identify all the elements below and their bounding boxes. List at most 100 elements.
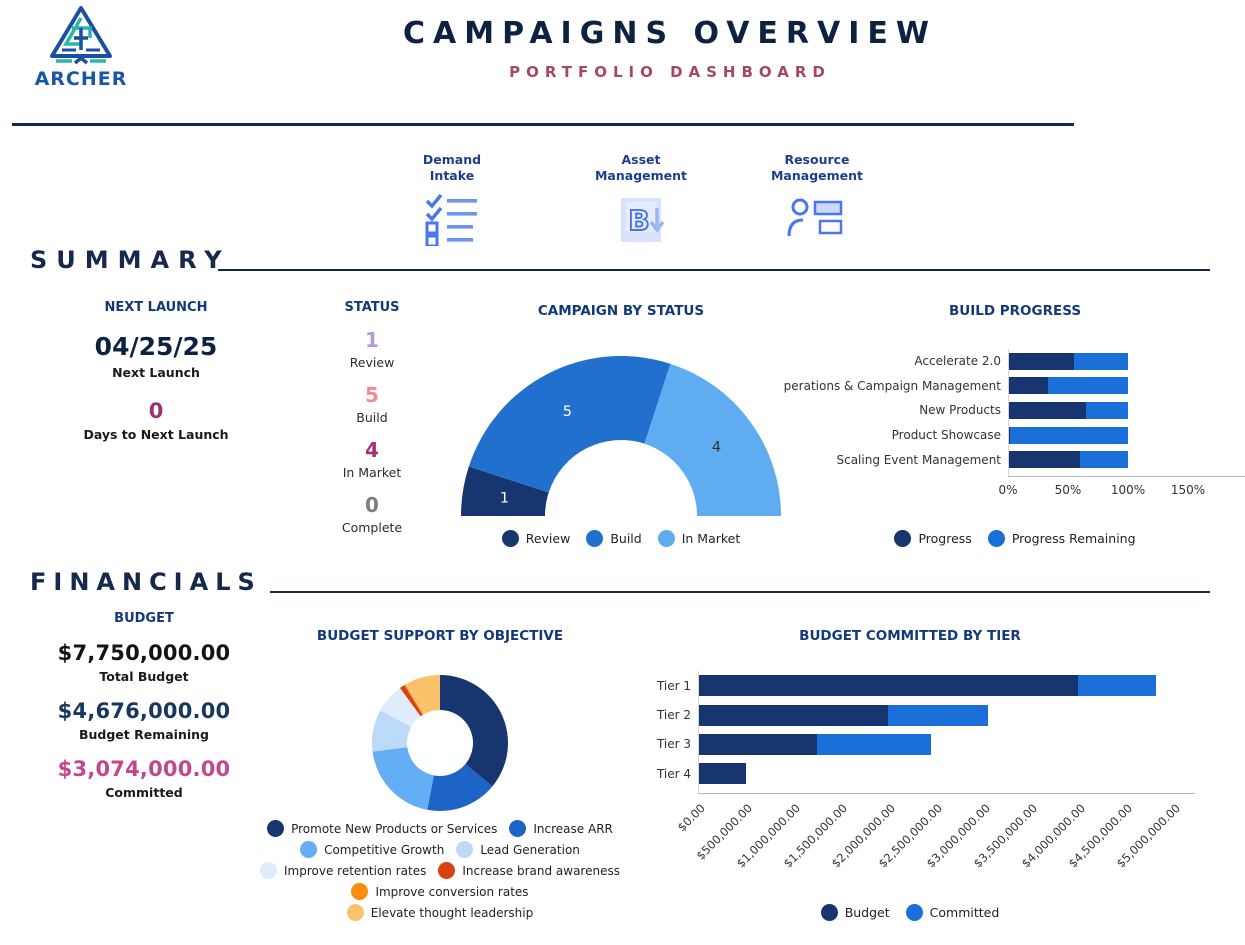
donut-slice[interactable]: In Market: 4 [644, 363, 781, 516]
legend-item[interactable]: Lead Generation [456, 841, 580, 858]
bar-category-label: Accelerate 2.0 [914, 354, 1001, 369]
budget-remaining-value: $4,676,000.00 [57, 699, 231, 723]
budget-committed-by-tier-title: BUDGET COMMITTED BY TIER [799, 628, 1021, 644]
bar-row[interactable]: Tier 3 [640, 730, 1220, 759]
person-list-icon [742, 194, 892, 246]
next-launch-date: 04/25/25 [94, 332, 218, 361]
budget-support-by-objective-chart[interactable]: Promote New Products or Services: 36Incr… [370, 673, 510, 813]
legend-item[interactable]: Improve retention rates [260, 862, 426, 879]
bar-segment[interactable] [1047, 377, 1128, 395]
days-to-next-launch-label: Days to Next Launch [83, 427, 229, 442]
y-axis [698, 671, 699, 793]
bar-category-label: Product Showcase [891, 428, 1001, 443]
legend-dot [456, 841, 474, 858]
bar-row[interactable]: Tier 2 [640, 700, 1220, 729]
asset-b-download-icon: B [566, 194, 716, 246]
bar-segment[interactable] [888, 704, 989, 726]
donut-slice[interactable]: Improve retention rates: 7 [380, 687, 421, 728]
legend-item[interactable]: Committed [905, 904, 999, 921]
donut-slice[interactable]: Competitive Growth: 20 [372, 747, 434, 810]
donut-slice-label: 5 [563, 404, 572, 420]
bar-segment[interactable] [698, 763, 746, 785]
status-label: Review [349, 355, 395, 370]
bar-segment[interactable] [1010, 426, 1128, 444]
total-budget-label: Total Budget [99, 669, 189, 684]
donut-slice[interactable]: Increase brand awareness: 1.2 [400, 685, 423, 717]
bar-row[interactable]: perations & Campaign Management [712, 374, 1212, 399]
donut-slice[interactable]: Improve conversion rates: 0.3 [404, 684, 424, 715]
donut-slice[interactable]: Lead Generation: 10 [372, 710, 412, 752]
nav-demand-intake[interactable]: Demand Intake [377, 152, 527, 246]
donut-slice[interactable]: Elevate thought leadership: 8.5 [405, 675, 440, 715]
page-title: CAMPAIGNS OVERVIEW [403, 16, 937, 51]
legend-item[interactable]: Build [586, 530, 642, 547]
bar-segment[interactable] [816, 733, 931, 755]
legend-label: Build [610, 531, 642, 546]
bar-segment[interactable] [1080, 451, 1128, 469]
budget-support-by-objective-title: BUDGET SUPPORT BY OBJECTIVE [316, 628, 564, 644]
status-card: STATUS 1 Review 5 Build 4 In Market 0 Complete [292, 300, 452, 535]
bar-segment[interactable] [698, 704, 888, 726]
bar-row[interactable]: New Products [712, 398, 1212, 423]
donut-slice[interactable]: Increase ARR: 17 [427, 764, 493, 812]
x-axis [698, 792, 1195, 794]
nav-resource-management-label: Resource [784, 152, 850, 167]
donut-slice[interactable]: Promote New Products or Services: 36 [440, 675, 508, 787]
legend-dot [586, 530, 604, 547]
donut-slice[interactable]: Review: 1 [461, 466, 549, 516]
campaign-by-status-chart[interactable]: Review: 11Build: 55 In Market: 44 [456, 349, 786, 519]
legend-item[interactable]: Progress Remaining [987, 530, 1136, 547]
bar-segment[interactable] [698, 675, 1078, 697]
legend-item[interactable]: In Market [657, 530, 740, 547]
legend-item[interactable]: Promote New Products or Services [267, 820, 497, 837]
legend-item[interactable]: Budget [820, 904, 890, 921]
bar-segment[interactable] [1078, 675, 1156, 697]
legend-item[interactable]: Competitive Growth [300, 841, 444, 858]
bar-segment[interactable] [698, 733, 817, 755]
budget-committed-by-tier-chart[interactable]: Tier 1 Tier 2 Tier 3 Tier 4 $0.00 $500,000.00… [640, 671, 1220, 931]
legend-label: Competitive Growth [324, 842, 445, 857]
legend-dot [905, 904, 923, 921]
legend-item[interactable]: Improve conversion rates [351, 883, 529, 900]
legend-item[interactable]: Increase brand awareness [438, 862, 620, 879]
campaign-by-status-title: CAMPAIGN BY STATUS [537, 303, 705, 319]
legend-dot [820, 904, 838, 921]
status-item: 0 Complete [292, 493, 452, 535]
status-value: 1 [365, 328, 379, 352]
archer-logo-icon [50, 6, 112, 65]
legend-item[interactable]: Increase ARR [509, 820, 613, 837]
bar-row[interactable]: Scaling Event Management [712, 447, 1212, 472]
legend-dot [509, 820, 527, 837]
bar-segment[interactable] [1008, 426, 1011, 444]
legend-item[interactable]: Review [501, 530, 570, 547]
next-launch-card: NEXT LAUNCH 04/25/25 Next Launch 0 Days … [56, 300, 256, 442]
checklist-icon [377, 193, 527, 246]
bar-row[interactable]: Product Showcase [712, 423, 1212, 448]
status-label: In Market [342, 465, 402, 480]
donut-slice-label: 1 [500, 491, 509, 507]
bar-segment[interactable] [1008, 352, 1074, 370]
bar-row[interactable]: Tier 4 [640, 759, 1220, 788]
legend-label: Improve retention rates [284, 863, 427, 878]
bar-segment[interactable] [1008, 377, 1048, 395]
nav-asset-management[interactable]: Asset Management B [566, 152, 716, 246]
legend-item[interactable]: Elevate thought leadership [346, 904, 533, 921]
bar-segment[interactable] [1008, 401, 1086, 419]
legend-item[interactable]: Progress [894, 530, 972, 547]
bar-segment[interactable] [1074, 352, 1128, 370]
bar-segment[interactable] [1086, 401, 1128, 419]
nav-resource-management[interactable]: Resource Management [742, 152, 892, 246]
bar-segment[interactable] [1008, 451, 1080, 469]
status-header: STATUS [344, 300, 400, 315]
status-item: 5 Build [292, 383, 452, 425]
donut-slice[interactable]: Build: 5 [468, 355, 671, 493]
bar-row[interactable]: Tier 1 [640, 671, 1220, 700]
bar-row[interactable]: Accelerate 2.0 [712, 349, 1212, 374]
legend-dot [267, 820, 285, 837]
x-tick-label: 50% [1054, 483, 1082, 497]
bar-category-label: perations & Campaign Management [783, 378, 1001, 393]
x-tick-label: 0% [998, 483, 1018, 497]
legend-dot [657, 530, 675, 547]
build-progress-chart[interactable]: Accelerate 2.0 perations & Campaign Manag… [712, 349, 1245, 509]
page-subtitle: PORTFOLIO DASHBOARD [509, 63, 831, 81]
